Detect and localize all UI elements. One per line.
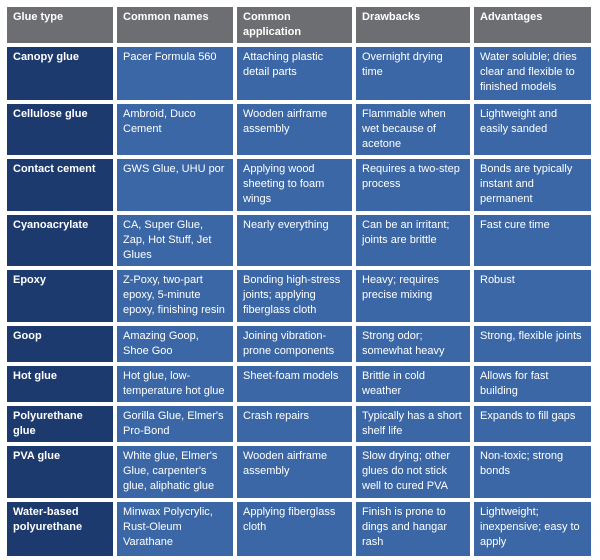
table-row: PVA glue White glue, Elmer's Glue, carpen… — [7, 446, 591, 498]
table-row: Cyanoacrylate CA, Super Glue, Zap, Hot St… — [7, 215, 591, 266]
cell-advantages: Bonds are typically instant and permanen… — [474, 159, 591, 211]
header-drawbacks: Drawbacks — [356, 7, 470, 43]
cell-advantages: Non-toxic; strong bonds — [474, 446, 591, 498]
cell-drawbacks: Overnight drying time — [356, 47, 470, 100]
cell-common-names: Minwax Polycrylic, Rust-Oleum Varathane — [117, 502, 233, 556]
cell-glue-type: Water-based polyurethane — [7, 502, 113, 556]
cell-advantages: Fast cure time — [474, 215, 591, 266]
header-glue-type: Glue type — [7, 7, 113, 43]
cell-advantages: Lightweight and easily sanded — [474, 104, 591, 155]
table-row: Water-based polyurethane Minwax Polycryli… — [7, 502, 591, 556]
glue-comparison-table: Glue type Common names Common applicatio… — [3, 3, 595, 560]
table-row: Epoxy Z-Poxy, two-part epoxy, 5-minute ep… — [7, 270, 591, 322]
cell-advantages: Expands to fill gaps — [474, 406, 591, 442]
header-advantages: Advantages — [474, 7, 591, 43]
cell-common-application: Attaching plastic detail parts — [237, 47, 352, 100]
cell-glue-type: Epoxy — [7, 270, 113, 322]
table-row: Canopy glue Pacer Formula 560 Attaching pl… — [7, 47, 591, 100]
table-row: Cellulose glue Ambroid, Duco Cement Wooden… — [7, 104, 591, 155]
table-row: Contact cement GWS Glue, UHU por Applying … — [7, 159, 591, 211]
cell-common-application: Bonding high-stress joints; applying fib… — [237, 270, 352, 322]
table-row: Goop Amazing Goop, Shoe Goo Joining vibrat… — [7, 326, 591, 362]
cell-common-application: Joining vibration-prone components — [237, 326, 352, 362]
cell-common-names: Gorilla Glue, Elmer's Pro-Bond — [117, 406, 233, 442]
cell-common-names: GWS Glue, UHU por — [117, 159, 233, 211]
cell-glue-type: Polyurethane glue — [7, 406, 113, 442]
cell-advantages: Lightweight; inexpensive; easy to apply — [474, 502, 591, 556]
cell-common-application: Sheet-foam models — [237, 366, 352, 402]
cell-advantages: Strong, flexible joints — [474, 326, 591, 362]
cell-drawbacks: Brittle in cold weather — [356, 366, 470, 402]
cell-common-names: Z-Poxy, two-part epoxy, 5-minute epoxy, … — [117, 270, 233, 322]
cell-advantages: Water soluble; dries clear and flexible … — [474, 47, 591, 100]
cell-glue-type: Contact cement — [7, 159, 113, 211]
cell-glue-type: Goop — [7, 326, 113, 362]
cell-common-application: Crash repairs — [237, 406, 352, 442]
cell-drawbacks: Slow drying; other glues do not stick we… — [356, 446, 470, 498]
header-row: Glue type Common names Common applicatio… — [7, 7, 591, 43]
table-row: Polyurethane glue Gorilla Glue, Elmer's P… — [7, 406, 591, 442]
cell-common-names: Pacer Formula 560 — [117, 47, 233, 100]
cell-glue-type: PVA glue — [7, 446, 113, 498]
cell-common-application: Wooden airframe assembly — [237, 446, 352, 498]
cell-glue-type: Cellulose glue — [7, 104, 113, 155]
cell-glue-type: Hot glue — [7, 366, 113, 402]
cell-drawbacks: Heavy; requires precise mixing — [356, 270, 470, 322]
cell-common-application: Wooden airframe assembly — [237, 104, 352, 155]
cell-drawbacks: Strong odor; somewhat heavy — [356, 326, 470, 362]
cell-common-names: CA, Super Glue, Zap, Hot Stuff, Jet Glue… — [117, 215, 233, 266]
cell-drawbacks: Requires a two-step process — [356, 159, 470, 211]
cell-drawbacks: Finish is prone to dings and hangar rash — [356, 502, 470, 556]
cell-glue-type: Canopy glue — [7, 47, 113, 100]
cell-advantages: Robust — [474, 270, 591, 322]
cell-drawbacks: Typically has a short shelf life — [356, 406, 470, 442]
cell-glue-type: Cyanoacrylate — [7, 215, 113, 266]
cell-common-application: Applying fiberglass cloth — [237, 502, 352, 556]
cell-common-names: Ambroid, Duco Cement — [117, 104, 233, 155]
cell-common-application: Applying wood sheeting to foam wings — [237, 159, 352, 211]
cell-drawbacks: Can be an irritant; joints are brittle — [356, 215, 470, 266]
header-common-application: Common application — [237, 7, 352, 43]
cell-common-application: Nearly everything — [237, 215, 352, 266]
cell-common-names: Hot glue, low-temperature hot glue — [117, 366, 233, 402]
table-row: Hot glue Hot glue, low-temperature hot gl… — [7, 366, 591, 402]
cell-common-names: White glue, Elmer's Glue, carpenter's gl… — [117, 446, 233, 498]
header-common-names: Common names — [117, 7, 233, 43]
cell-drawbacks: Flammable when wet because of acetone — [356, 104, 470, 155]
cell-advantages: Allows for fast building — [474, 366, 591, 402]
cell-common-names: Amazing Goop, Shoe Goo — [117, 326, 233, 362]
